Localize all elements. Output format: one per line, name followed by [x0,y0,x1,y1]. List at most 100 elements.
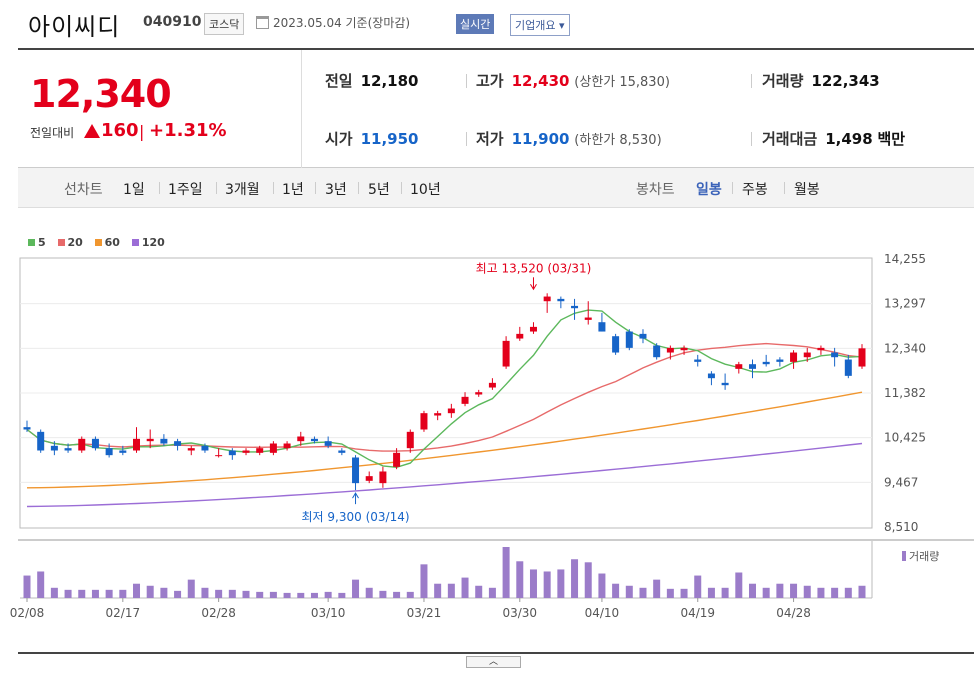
candle-body [502,340,510,367]
volume-bar [488,587,496,598]
ma60-line [26,391,863,489]
candle-body [133,438,141,451]
volume-bar [735,572,743,598]
candle-body [352,457,360,484]
volume-bar [119,589,127,598]
y-tick-label: 12,340 [884,341,926,355]
candle-body [50,445,58,451]
volume-bar [707,587,715,598]
tab-daily[interactable]: 일봉 [696,182,722,198]
tab-3m[interactable]: 3개월 [225,182,260,198]
metric-sub: (하한가 8,530) [574,133,662,148]
tab-10y[interactable]: 10년 [410,182,441,198]
volume-bar [817,587,825,598]
ma20-line [26,342,863,452]
volume-bar [831,587,839,598]
collapse-button[interactable]: ︿ [466,656,521,668]
volume-bar [762,587,770,598]
volume-bar [844,587,852,598]
line-chart-label: 선차트 [64,182,103,198]
y-tick-label: 9,467 [884,475,918,489]
candle-body [379,471,387,484]
volume-bar [434,583,442,598]
volume-bar [598,573,606,598]
y-tick-label: 11,382 [884,386,926,400]
metric-open: 시가 11,950 [325,128,419,149]
candle-body [215,455,223,457]
legend-item-ma5: 5 [28,236,46,249]
volume-bar [201,587,209,598]
metric-label: 거래량 [762,72,804,90]
metric-prev-close: 전일 12,180 [325,70,419,91]
ma120-line [26,442,863,508]
x-tick-label: 03/10 [311,606,346,620]
tab-monthly[interactable]: 월봉 [794,182,820,198]
volume-bar [256,591,264,598]
tab-weekly[interactable]: 주봉 [742,182,768,198]
volume-bar [639,587,647,598]
candle-body [625,331,633,348]
x-tick-label: 02/28 [201,606,236,620]
divider [466,74,467,88]
min-annotation: 최저 9,300 (03/14) [302,510,410,524]
divider [315,182,316,194]
min-arrow-head [352,492,359,499]
candle-body [790,352,798,362]
volume-bar [543,571,551,598]
candle-body [612,336,620,353]
volume-bar [242,590,250,598]
chart-tabs: 선차트 1일 1주일 3개월 1년 3년 5년 10년 봉차트 일봉 주봉 월봉 [18,168,974,208]
divider [751,132,752,146]
chevron-down-icon: ▾ [558,19,565,32]
divider [358,182,359,194]
realtime-button[interactable]: 실시간 [456,14,495,34]
company-overview-dropdown[interactable]: 기업개요 ▾ [510,14,570,36]
volume-bar [475,585,483,598]
metric-unit: 백만 [877,130,906,148]
candle-body [776,359,784,362]
candle-body [201,445,209,451]
volume-bar [310,592,318,598]
candle-body [105,448,113,456]
tab-1d[interactable]: 1일 [123,182,145,198]
price-box: 12,340 전일대비 160 | +1.31% 전일 12,180 고가 12,4… [18,50,974,168]
candle-body [406,431,414,449]
candle-body [844,359,852,376]
legend-item-ma20: 20 [57,236,83,249]
change-value: 160 [101,120,139,141]
candle-body [338,450,346,453]
legend-item-ma120: 120 [131,236,165,249]
candle-body [187,448,195,451]
volume-bar [91,589,99,598]
candle-body [584,317,592,320]
current-price: 12,340 [30,72,172,116]
volume-bar [215,589,223,598]
volume-bar [133,583,141,598]
volume-bar [557,569,565,598]
up-triangle-icon [84,124,100,138]
candle-body [365,476,373,481]
tab-1y[interactable]: 1년 [282,182,304,198]
candle-body [269,443,277,453]
candlestick-chart[interactable]: 14,255 13,297 12,340 11,382 10,425 9,467 8,510… [0,0,974,652]
metric-value: 12,430 [511,72,570,90]
volume-bar [694,575,702,598]
candle-body [694,359,702,362]
metric-value: 11,900 [511,130,570,148]
volume-bar [379,590,387,598]
volume-legend-swatch [902,551,906,561]
metric-value: 11,950 [360,130,419,148]
candle-body [639,333,647,339]
legend-swatch [28,239,35,246]
candle-body [324,441,332,446]
divider [159,182,160,194]
volume-bar [571,559,579,598]
candle-body [119,450,127,453]
tab-1w[interactable]: 1주일 [168,182,203,198]
candle-body [420,413,428,430]
candle-body [242,450,250,453]
x-tick-label: 03/21 [407,606,442,620]
tab-3y[interactable]: 3년 [325,182,347,198]
tab-5y[interactable]: 5년 [368,182,390,198]
candle-body [91,438,99,449]
